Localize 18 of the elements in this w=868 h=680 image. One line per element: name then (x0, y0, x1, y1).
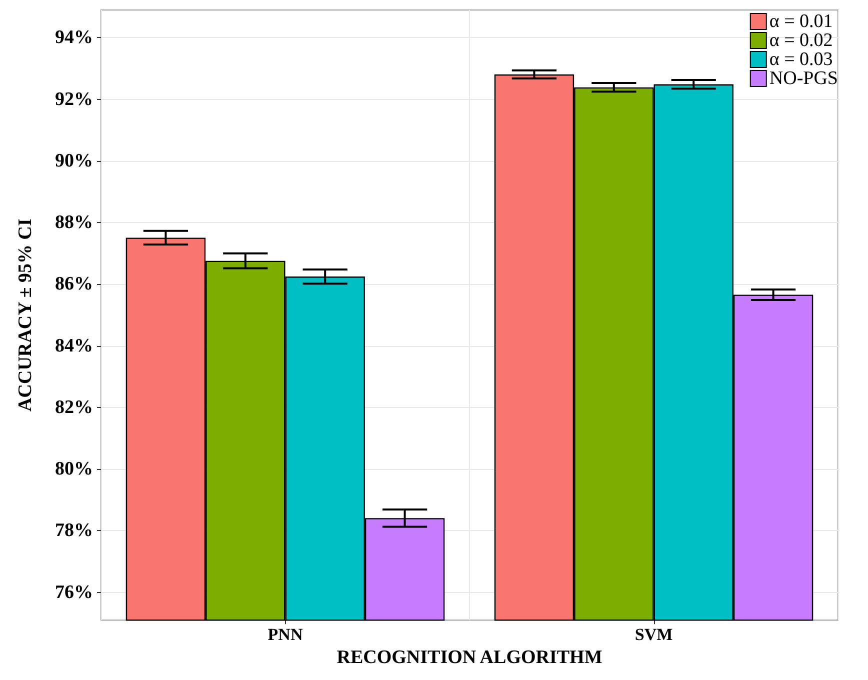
y-tick-label: 92% (55, 88, 93, 110)
legend-label: α = 0.03 (769, 49, 833, 70)
y-tick-label: 88% (55, 212, 93, 234)
legend-label: NO-PGS (769, 68, 838, 89)
y-axis-title: ACCURACY ± 95% CI (15, 218, 36, 412)
y-tick-label: 94% (55, 27, 93, 48)
y-tick-label: 76% (55, 582, 93, 603)
y-tick-label: 90% (55, 150, 93, 172)
y-tick-label: 78% (55, 520, 93, 542)
legend-label: α = 0.01 (769, 11, 833, 32)
y-tick-label: 82% (55, 396, 93, 418)
x-tick-label: SVM (634, 625, 673, 644)
y-tick-label: 86% (55, 274, 93, 295)
y-tick-label: 80% (55, 458, 93, 480)
x-tick-label: PNN (268, 625, 304, 644)
y-tick-label: 84% (55, 335, 93, 356)
legend-label: α = 0.02 (769, 30, 833, 51)
x-axis-title: RECOGNITION ALGORITHM (336, 647, 602, 668)
